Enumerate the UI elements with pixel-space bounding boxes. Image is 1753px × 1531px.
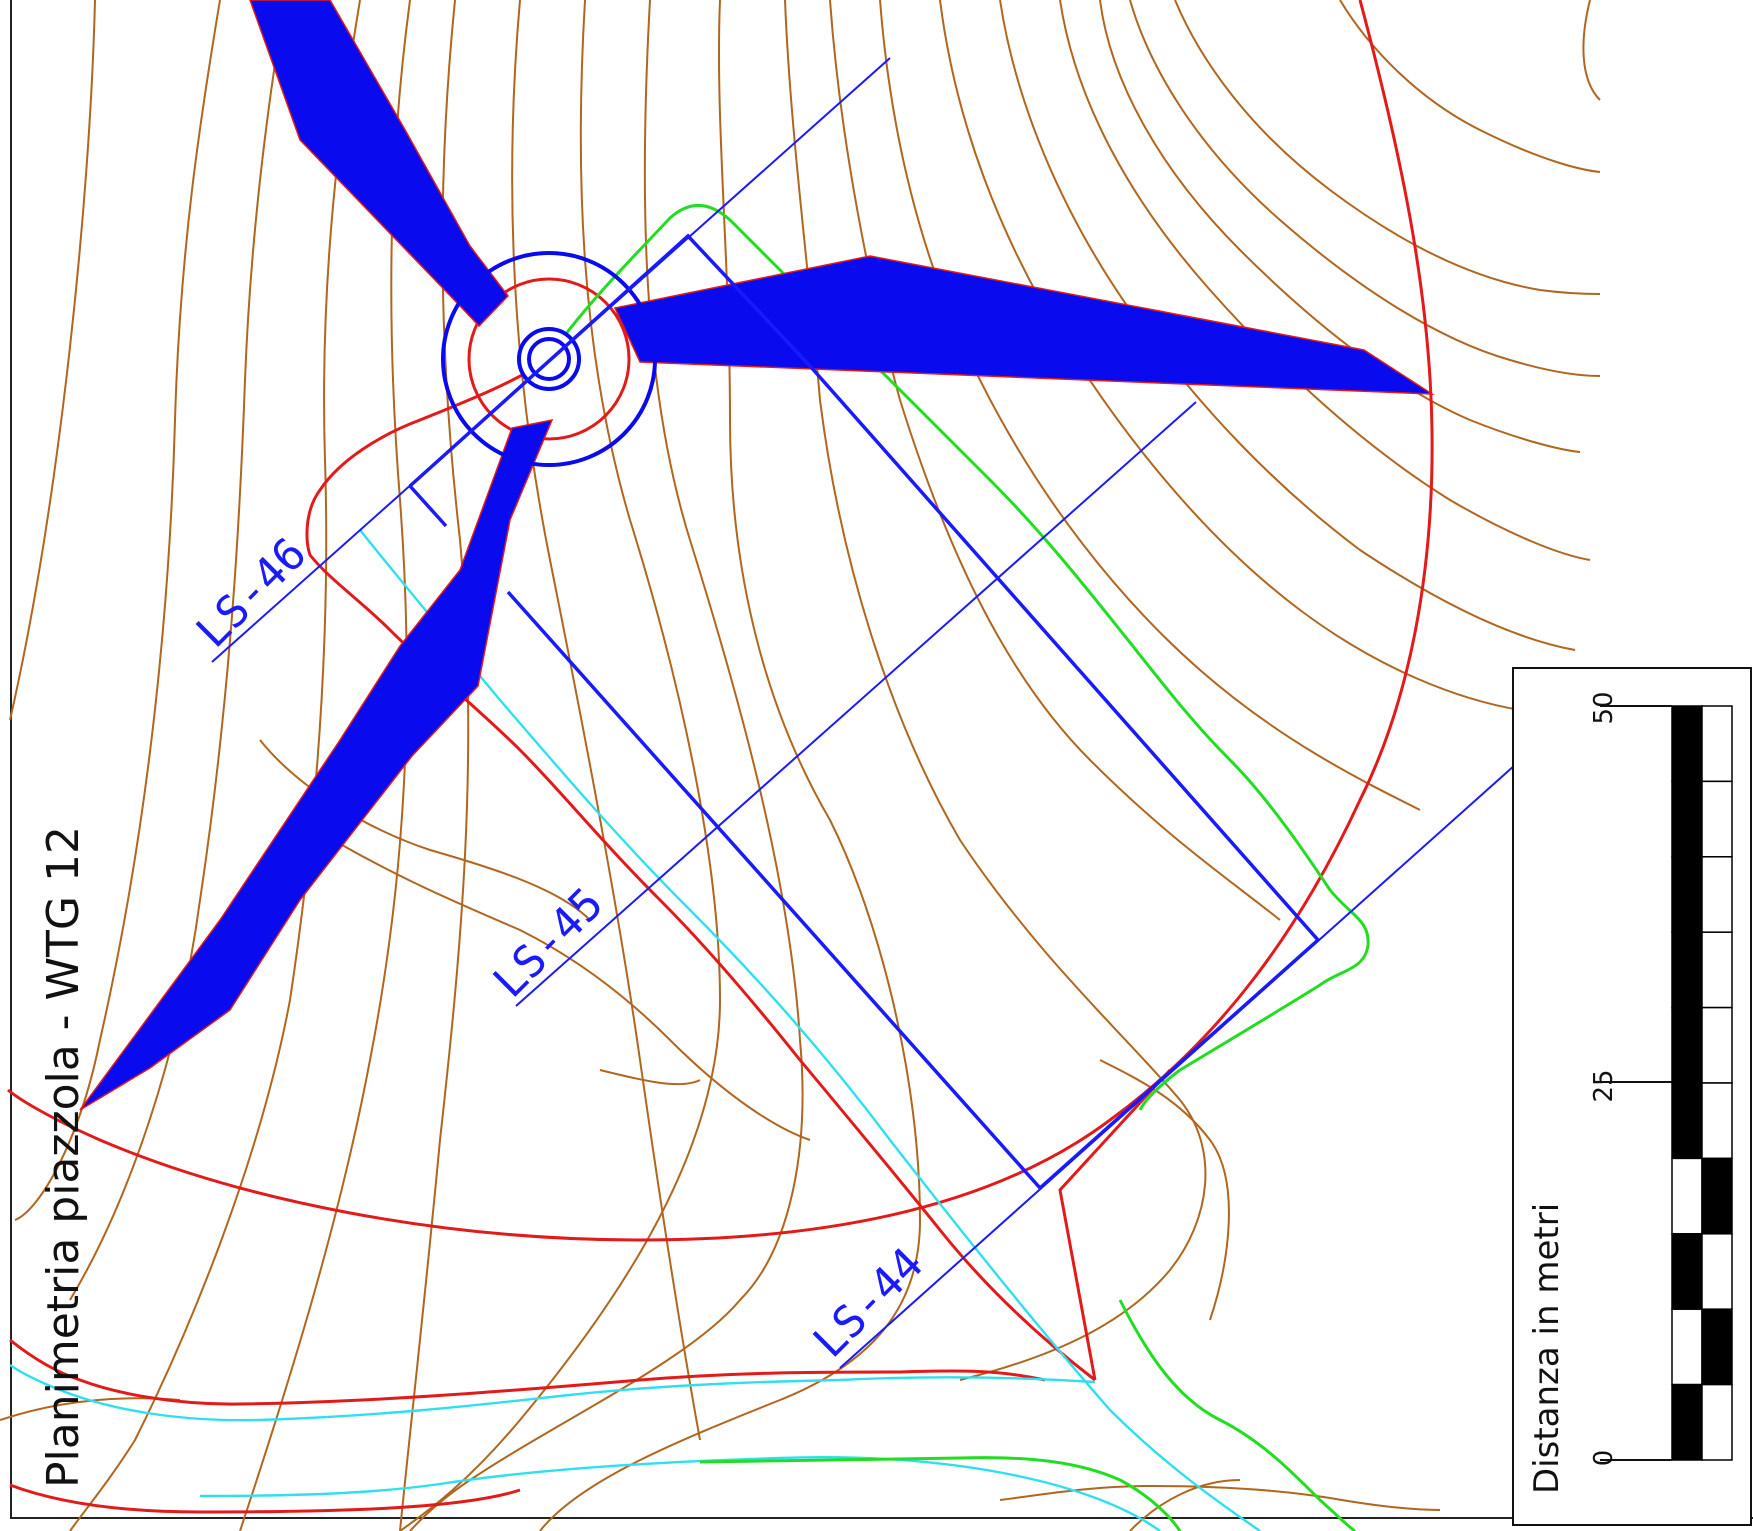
turbine-blade-upper [249, 0, 509, 328]
scale-bar-segment [1671, 780, 1703, 858]
section-line-ls-45: LS-45 [484, 401, 1197, 1008]
road-edge-green [563, 204, 1370, 1531]
scale-bar-segment [1671, 1082, 1703, 1160]
scale-bar-segment [1671, 705, 1703, 783]
scale-bar-segment [1701, 856, 1733, 933]
scale-bar-segment [1701, 780, 1733, 858]
scale-bar-segment [1671, 1006, 1703, 1084]
scale-bar-segment [1671, 931, 1703, 1009]
scale-bar-caption: Distanza in metri [1527, 1203, 1567, 1494]
platform-outline [7, 0, 1434, 1514]
scale-bar-segments [1671, 705, 1733, 1461]
scale-bar-segment [1671, 1308, 1703, 1386]
scale-tick-label-25: 25 [1589, 1069, 1619, 1102]
scale-bar-segment [1701, 1157, 1733, 1235]
section-label-ls-45: LS-45 [484, 878, 614, 1008]
wind-turbine-wtg-12 [79, 0, 1435, 1111]
section-line-ls-44: LS-44 [804, 764, 1516, 1369]
scale-bar-segment [1671, 856, 1703, 933]
scale-bar-segment [1701, 1082, 1733, 1160]
scale-bar-segment [1701, 705, 1733, 783]
scale-tick-label-0: 0 [1589, 1450, 1619, 1467]
road-edge-cyan [9, 529, 1261, 1531]
turbine-blade-lower [79, 418, 554, 1111]
scale-bar-segment [1671, 1233, 1703, 1310]
scale-tick-label-50: 50 [1589, 691, 1619, 724]
scale-bar-segment [1701, 931, 1733, 1009]
scale-bar-segment [1671, 1383, 1703, 1461]
scale-bar-segment [1701, 1006, 1733, 1084]
scale-bar-segment [1701, 1308, 1733, 1386]
scale-bar: Distanza in metri 0 25 50 [1512, 667, 1752, 1526]
turbine-blade-right [613, 255, 1435, 395]
turbine-tower-inner [527, 337, 571, 381]
map-frame [10, 0, 1753, 1519]
scale-bar-segment [1671, 1157, 1703, 1235]
turbine-foundation-ring [441, 251, 657, 467]
page-title: Planimetria piazzola - WTG 12 [38, 826, 89, 1488]
scale-bar-segment [1701, 1383, 1733, 1461]
terrain-contours [0, 0, 1601, 1531]
section-label-ls-46: LS-46 [187, 528, 317, 658]
scale-bar-segment [1701, 1233, 1733, 1310]
